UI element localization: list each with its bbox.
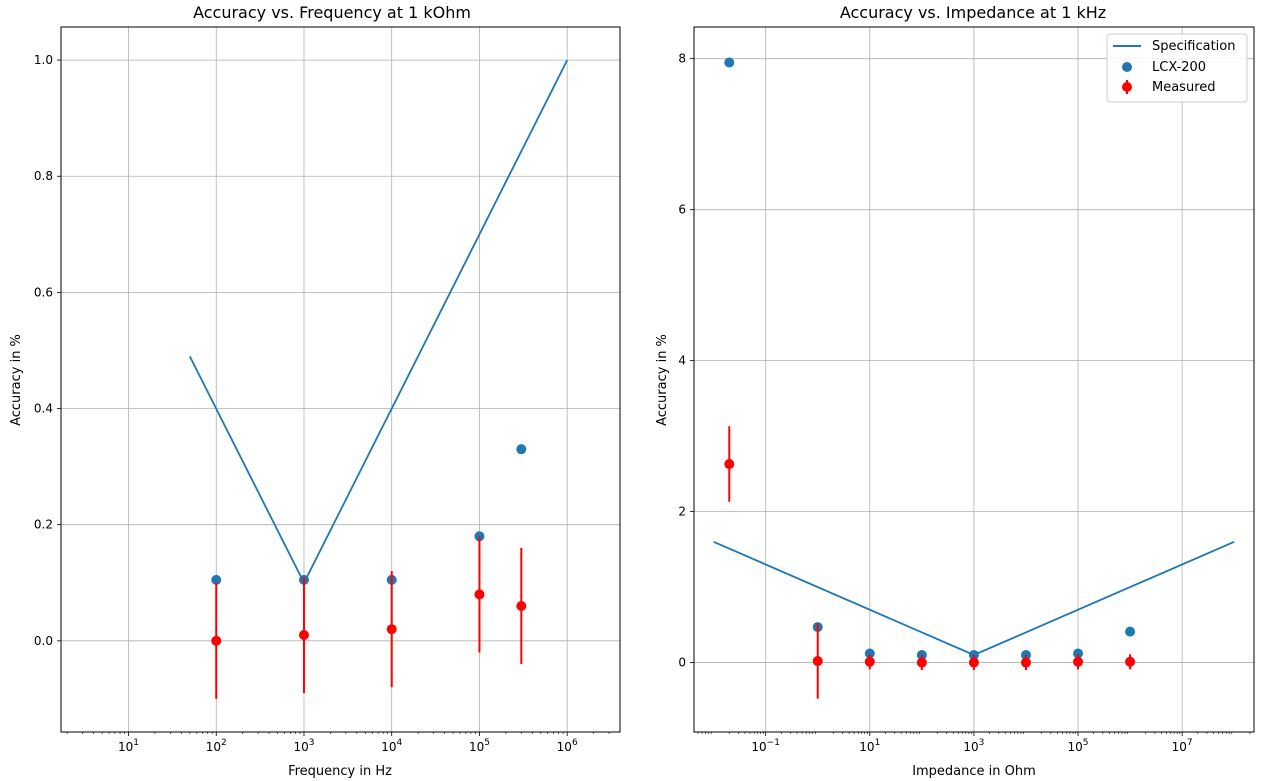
chart-impedance-measured-point	[1020, 657, 1031, 668]
legend-measured-label: Measured	[1152, 80, 1216, 95]
chart-impedance-measured-point	[968, 657, 979, 668]
chart-impedance-x-tick-label: 107	[1172, 738, 1193, 754]
chart-impedance-y-tick-label: 4	[678, 354, 686, 368]
chart-impedance-y-tick-label: 6	[678, 203, 686, 217]
chart-frequency-x-tick-label: 104	[381, 738, 402, 754]
chart-frequency-measured-point	[516, 600, 527, 611]
chart-frequency-lcx-point	[516, 444, 527, 455]
chart-impedance-lcx-point	[864, 648, 875, 659]
chart-impedance-y-tick-label: 2	[678, 505, 686, 519]
legend-frame	[1106, 33, 1248, 103]
chart-impedance-legend: Specification LCX-200 Measured	[1106, 33, 1248, 103]
legend-lcx-label: LCX-200	[1152, 60, 1206, 75]
legend-measured-swatch	[1122, 82, 1132, 92]
chart-frequency-plot-frame	[60, 26, 621, 733]
chart-frequency-measured-point	[386, 624, 397, 635]
chart-frequency-y-tick-label: 0.6	[34, 285, 53, 299]
chart-frequency-y-tick-label: 1.0	[34, 53, 53, 67]
chart-frequency-y-tick-label: 0.0	[34, 634, 53, 648]
chart-impedance-measured-point	[864, 656, 875, 667]
chart-frequency-y-tick-label: 0.8	[34, 169, 53, 183]
chart-frequency-x-tick-label: 106	[557, 738, 578, 754]
chart-frequency-measured-point	[298, 630, 309, 641]
chart-impedance-y-tick-label: 0	[678, 656, 686, 670]
chart-impedance-y-tick-label: 8	[678, 52, 686, 66]
chart-impedance-lcx-point	[1073, 648, 1084, 659]
legend-spec-label: Specification	[1152, 39, 1235, 54]
chart-frequency: Accuracy vs. Frequency at 1 kOhm 101 102 1…	[9, 3, 621, 779]
chart-frequency-x-tick-label: 103	[293, 738, 314, 754]
chart-impedance-measured-point	[916, 657, 927, 668]
chart-impedance-x-tick-label: 10−1	[751, 738, 780, 754]
chart-frequency-measured-point	[474, 589, 485, 600]
chart-frequency-y-tick-label: 0.4	[34, 402, 53, 416]
chart-frequency-ylabel: Accuracy in %	[9, 334, 24, 426]
chart-impedance-measured-point	[1073, 656, 1084, 667]
chart-frequency-x-tick-label: 101	[118, 738, 139, 754]
chart-impedance: Accuracy vs. Impedance at 1 kHz 10−1 101 1…	[655, 3, 1255, 779]
chart-frequency-x-tick-label: 105	[469, 738, 490, 754]
chart-frequency-x-tick-label: 102	[206, 738, 227, 754]
chart-frequency-xlabel: Frequency in Hz	[288, 764, 392, 779]
chart-impedance-measured-point	[812, 656, 823, 667]
chart-frequency-title: Accuracy vs. Frequency at 1 kOhm	[193, 3, 471, 22]
chart-impedance-x-tick-label: 103	[963, 738, 984, 754]
chart-impedance-title: Accuracy vs. Impedance at 1 kHz	[840, 3, 1106, 22]
chart-impedance-measured-point	[724, 459, 735, 470]
chart-impedance-x-tick-label: 101	[859, 738, 880, 754]
chart-frequency-measured-point	[211, 635, 222, 646]
chart-impedance-xlabel: Impedance in Ohm	[912, 764, 1036, 779]
chart-impedance-x-tick-label: 105	[1068, 738, 1089, 754]
chart-impedance-lcx-point	[724, 57, 735, 68]
chart-frequency-y-tick-label: 0.2	[34, 518, 53, 532]
chart-impedance-ylabel: Accuracy in %	[655, 334, 670, 426]
chart-impedance-lcx-point	[1125, 626, 1136, 637]
chart-frequency-lcx-point	[211, 574, 222, 585]
chart-impedance-measured-point	[1125, 656, 1136, 667]
chart-frequency-specification-line	[188, 59, 569, 585]
legend-lcx-swatch	[1122, 62, 1132, 72]
